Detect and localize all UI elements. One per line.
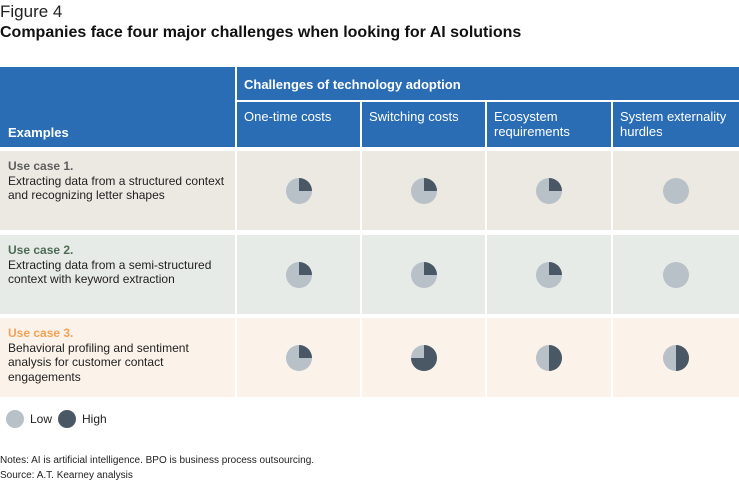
harvey-ball-base [663,177,689,204]
header-challenges: Challenges of technology adoption [237,67,739,100]
use-case-title: Use case 2. [8,243,74,257]
table-cell [613,318,739,397]
table-cell [237,151,360,230]
harvey-ball-fill [423,177,437,191]
harvey-ball [285,177,312,204]
figure-label: Figure 4 [0,2,63,21]
table-cell [613,151,739,230]
source: Source: A.T. Kearney analysis [0,470,133,481]
header-system-externality-hurdles: System externality hurdles [613,102,739,147]
row-label: Use case 1. Extracting data from a struct… [0,151,235,230]
harvey-ball-fill [549,344,562,371]
table-cell [613,235,739,314]
table-cell [487,318,611,397]
harvey-ball [663,344,689,371]
table-cell [362,235,485,314]
table-cell [487,151,611,230]
table-cell [362,151,485,230]
header-ecosystem-requirements: Ecosystem requirements [487,102,611,147]
figure-title: Companies face four major challenges whe… [0,24,522,41]
harvey-ball-fill [410,344,437,371]
use-case-description: Behavioral profiling and sentiment analy… [8,340,189,384]
use-case-title: Use case 1. [8,159,74,173]
row-label: Use case 3. Behavioral profiling and sent… [0,318,235,397]
harvey-ball-fill [676,344,689,371]
harvey-ball [536,177,562,204]
harvey-ball [536,261,562,288]
legend-low-swatch [6,410,24,428]
row-label: Use case 2. Extracting data from a semi-s… [0,235,235,314]
harvey-ball-fill [549,261,562,275]
legend-low-label: Low [30,412,53,426]
use-case-description: Extracting data from a semi-structured c… [8,257,212,287]
harvey-ball [663,261,689,288]
harvey-ball-base [663,261,689,288]
harvey-ball-fill [549,177,562,191]
harvey-ball-fill [423,261,437,275]
harvey-ball [410,261,437,288]
harvey-ball-fill [298,261,312,275]
harvey-ball [410,344,437,371]
header-switching-costs: Switching costs [362,102,485,147]
table-cell [487,235,611,314]
notes: Notes: AI is artificial intelligence. BP… [0,455,315,466]
header-examples: Examples [0,67,235,147]
table-cell [237,318,360,397]
harvey-ball [285,344,312,371]
legend-high-label: High [82,412,107,426]
legend-high-swatch [58,410,76,428]
header-one-time-costs: One-time costs [237,102,360,147]
use-case-description: Extracting data from a structured contex… [8,173,225,203]
harvey-ball-fill [298,177,312,191]
harvey-ball [285,261,312,288]
harvey-ball-fill [298,344,312,358]
table-cell [362,318,485,397]
harvey-ball [410,177,437,204]
use-case-title: Use case 3. [8,326,74,340]
harvey-ball [536,344,562,371]
table-cell [237,235,360,314]
harvey-ball [663,177,689,204]
